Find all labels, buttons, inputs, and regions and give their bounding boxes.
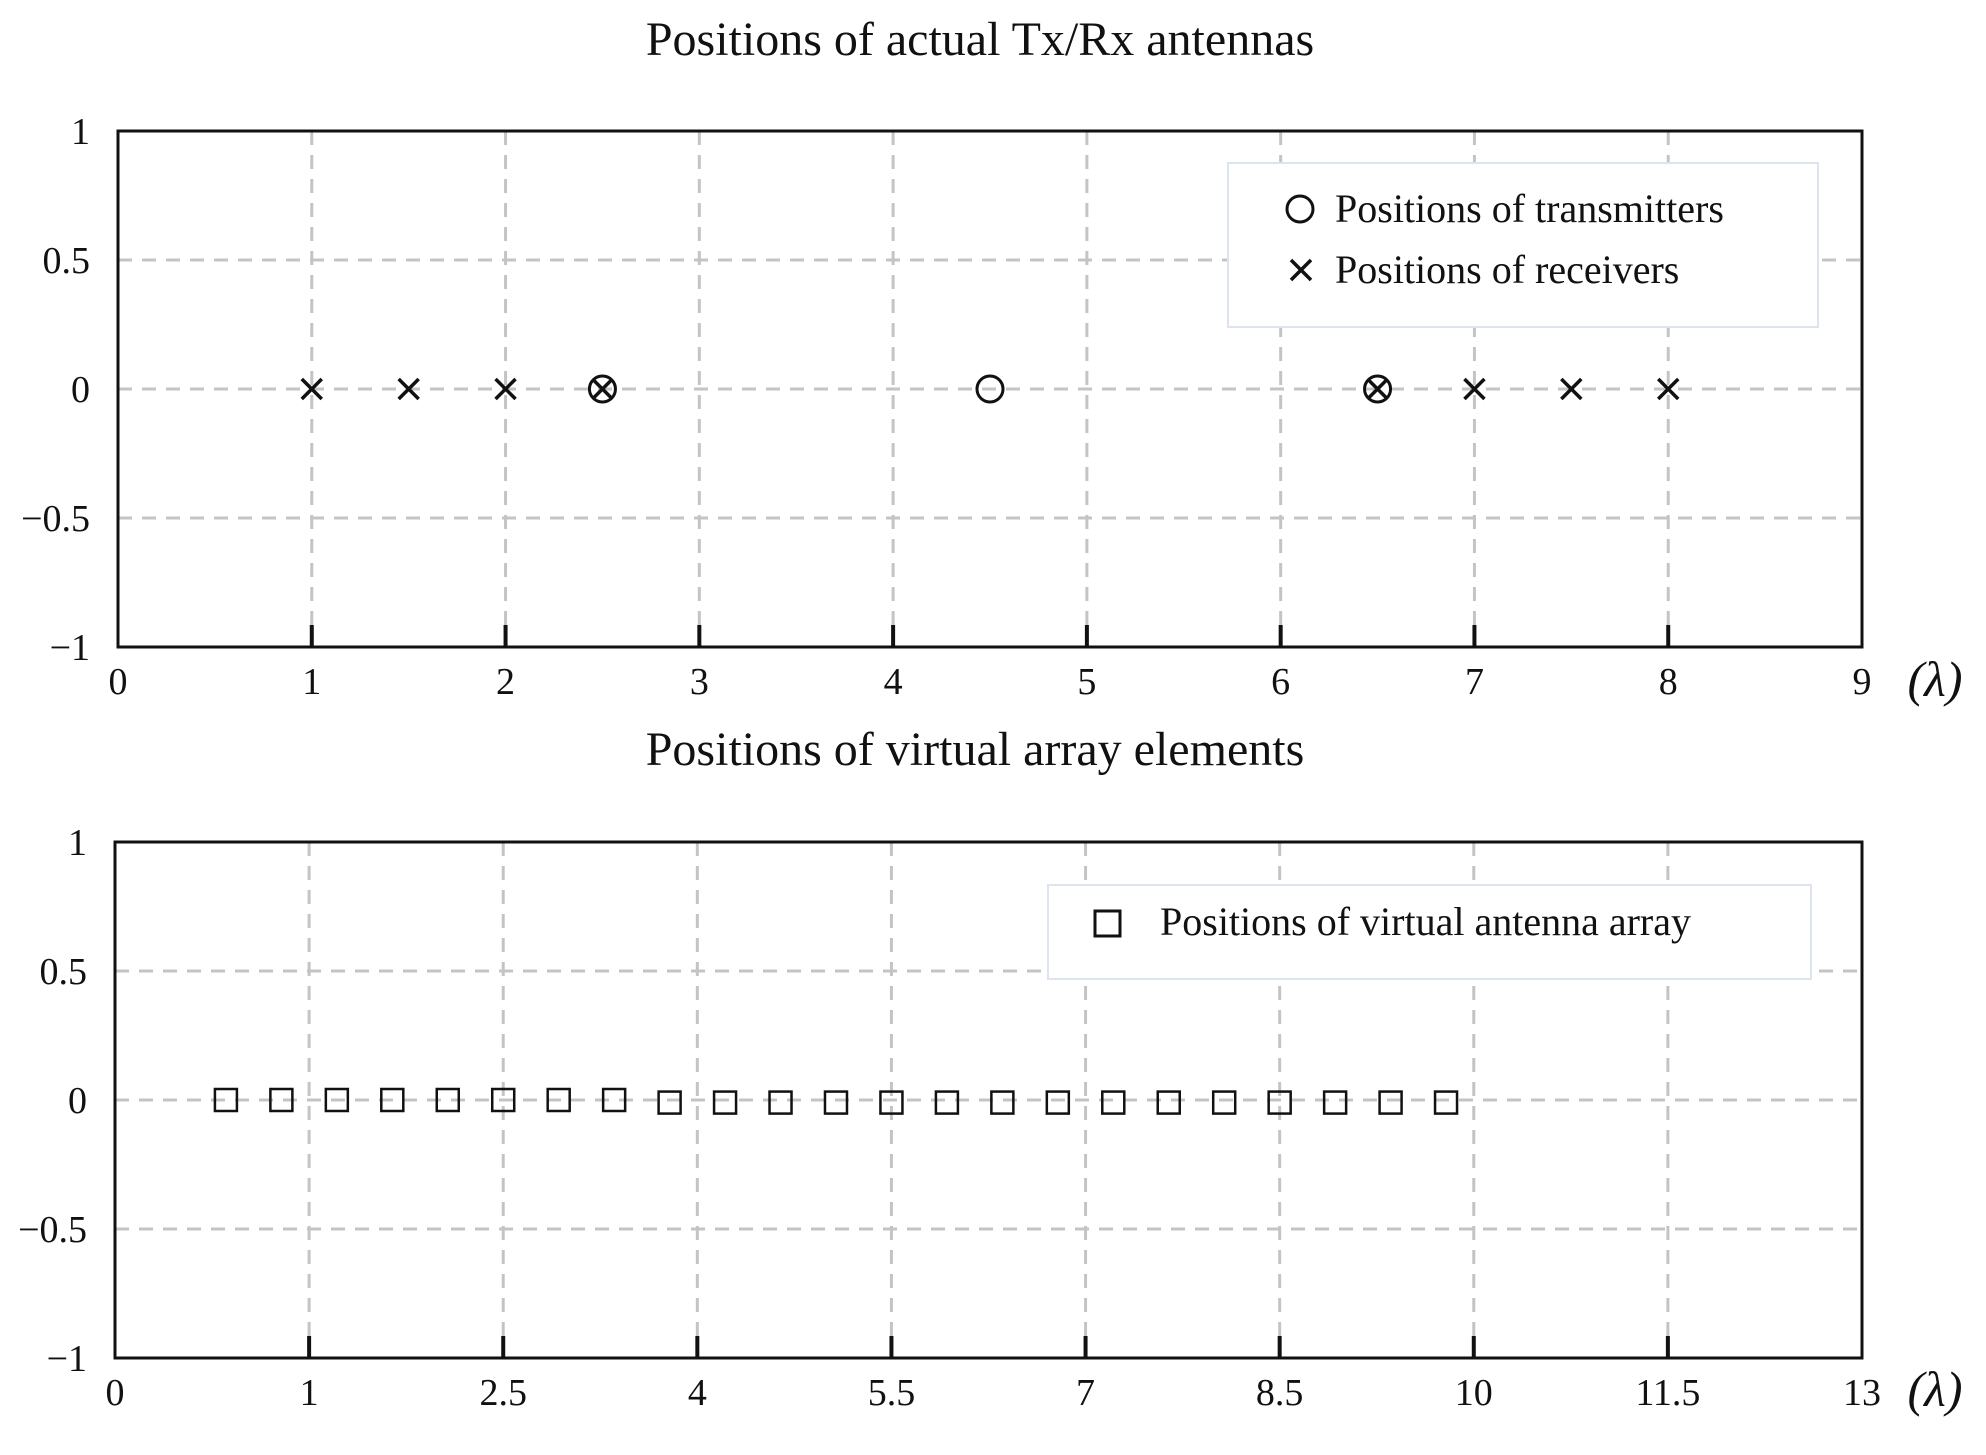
chart-actual-antennas: Positions of actual Tx/Rx antennas 0 1 2 3 4… [21,13,1962,707]
virtual-element-marker [380,1087,405,1113]
virtual-element-marker [768,1090,793,1115]
virtual-element-marker [823,1090,849,1115]
x-tick-label: 7 [1076,1372,1095,1414]
virtual-element-marker [1378,1090,1403,1115]
x-tick-label: 5 [1077,661,1096,703]
y-tick-labels: 1 0.5 0 −0.5 −1 [21,111,90,669]
legend-transmitter-marker [1285,194,1315,224]
receiver-marker [397,377,420,401]
chart-virtual-array: Positions of virtual array elements 0 1 2.… [18,723,1962,1417]
plot-frame [116,129,1864,649]
y-tick-label: −0.5 [21,498,90,540]
legend-label-virtual-array: Positions of virtual antenna array [1160,899,1691,944]
virtual-element-marker [1156,1090,1181,1115]
virtual-element-marker [657,1090,682,1115]
x-tick-label: 8.5 [1256,1372,1304,1414]
receiver-marker [591,377,614,401]
virtual-element-marker [435,1087,461,1113]
receiver-marker [1656,377,1680,401]
virtual-element-marker [990,1090,1015,1115]
virtual-element-marker [1322,1090,1348,1115]
x-tick-labels: 0 1 2 3 4 5 6 7 8 9 [109,661,1872,703]
virtual-element-marker [490,1087,516,1113]
virtual-element-marker [269,1087,294,1113]
y-tick-label: 1 [68,822,87,864]
x-tick-label: 0 [109,661,128,703]
receiver-marker [1366,377,1389,401]
data-markers [213,1087,1459,1115]
virtual-element-marker [1211,1090,1237,1115]
y-tick-label: 0.5 [40,951,88,993]
x-ticks [309,625,1671,647]
x-tick-label: 3 [690,661,709,703]
transmitter-marker [1363,374,1393,404]
chart-title: Positions of actual Tx/Rx antennas [646,13,1314,66]
y-tick-label: 0.5 [43,240,91,282]
legend-label-transmitters: Positions of transmitters [1335,186,1724,231]
legend-label-receivers: Positions of receivers [1335,247,1679,292]
y-tick-label: 0 [68,1080,87,1122]
transmitter-marker [587,374,617,404]
virtual-element-marker [1101,1090,1126,1115]
x-axis-unit: (λ) [1908,651,1963,707]
x-tick-label: 1 [300,1372,319,1414]
receiver-marker [1463,377,1486,401]
x-ticks [307,1336,1670,1358]
y-tick-labels: 1 0.5 0 −0.5 −1 [18,822,87,1380]
virtual-element-marker [934,1090,960,1115]
transmitter-marker [975,374,1005,404]
x-tick-label: 6 [1271,661,1290,703]
y-tick-label: −1 [50,627,90,669]
y-tick-label: −0.5 [18,1209,87,1251]
virtual-element-marker [546,1087,571,1113]
virtual-element-marker [324,1087,350,1113]
x-tick-label: 9 [1853,661,1872,703]
legend: Positions of transmitters Positions of r… [1227,162,1819,328]
receiver-marker [1560,377,1583,401]
virtual-element-marker [712,1090,738,1115]
x-tick-label: 7 [1465,661,1484,703]
y-tick-label: 0 [71,369,90,411]
x-tick-label: 13 [1843,1372,1881,1414]
x-tick-label: 8 [1659,661,1678,703]
plot-frame [113,840,1864,1360]
x-tick-label: 1 [302,661,321,703]
receiver-marker [494,377,517,401]
x-tick-label: 10 [1455,1372,1493,1414]
x-tick-label: 5.5 [868,1372,916,1414]
y-tick-label: 1 [71,111,90,153]
x-tick-label: 0 [106,1372,125,1414]
chart-title: Positions of virtual array elements [646,723,1305,776]
virtual-element-marker [1267,1090,1292,1115]
legend-virtual-marker [1093,909,1122,938]
virtual-element-marker [213,1087,239,1113]
virtual-element-marker [1045,1090,1071,1115]
x-tick-label: 4 [884,661,903,703]
legend: Positions of virtual antenna array [1047,884,1812,980]
data-markers [300,374,1680,404]
x-tick-labels: 0 1 2.5 4 5.5 7 8.5 10 11.5 13 [106,1372,1882,1414]
legend-box [1227,162,1819,328]
virtual-element-marker [1433,1090,1459,1115]
x-axis-unit: (λ) [1908,1361,1963,1417]
legend-box [1047,884,1812,980]
virtual-element-marker [879,1090,904,1115]
x-tick-label: 2.5 [479,1372,527,1414]
y-tick-label: −1 [47,1338,87,1380]
legend-receiver-marker [1289,258,1313,282]
virtual-element-marker [601,1087,627,1113]
x-tick-label: 11.5 [1635,1372,1700,1414]
x-tick-label: 2 [496,661,515,703]
receiver-marker [300,377,324,401]
x-tick-label: 4 [688,1372,707,1414]
